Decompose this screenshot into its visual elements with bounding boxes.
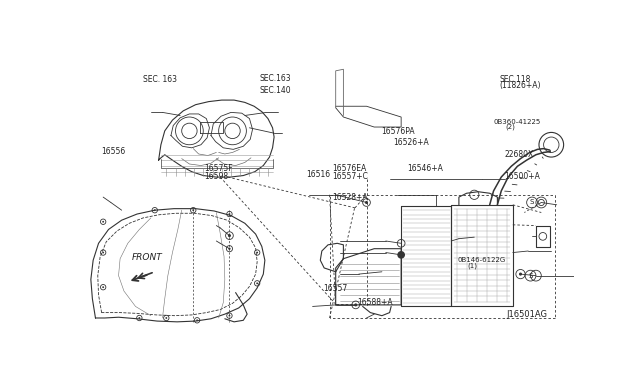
Text: 16500+A: 16500+A (504, 172, 540, 181)
Circle shape (228, 234, 231, 237)
Circle shape (193, 209, 194, 211)
Text: (11826+A): (11826+A) (499, 81, 541, 90)
Text: SEC.163: SEC.163 (259, 74, 291, 83)
Text: 16546+A: 16546+A (407, 164, 443, 173)
Circle shape (365, 201, 368, 204)
Text: (1): (1) (467, 263, 477, 269)
Text: FRONT: FRONT (132, 253, 163, 262)
Text: 0B360-41225: 0B360-41225 (493, 119, 541, 125)
Circle shape (138, 317, 140, 319)
Circle shape (228, 315, 230, 317)
Text: J16501AG: J16501AG (506, 310, 547, 319)
Text: 16576EA: 16576EA (332, 164, 366, 173)
Text: (2): (2) (506, 124, 515, 130)
Text: 16556: 16556 (101, 147, 125, 156)
Text: S: S (529, 273, 532, 279)
Text: 16526+A: 16526+A (394, 138, 429, 147)
Circle shape (154, 209, 156, 211)
Text: 16516: 16516 (306, 170, 330, 179)
Text: SEC. 163: SEC. 163 (143, 74, 177, 83)
Circle shape (397, 251, 405, 259)
Circle shape (354, 303, 357, 307)
Circle shape (228, 213, 230, 215)
Text: 0B146-6122G: 0B146-6122G (457, 257, 506, 263)
Circle shape (102, 251, 104, 253)
Circle shape (228, 247, 230, 250)
Text: 16557: 16557 (323, 284, 348, 293)
Text: 16528+A: 16528+A (332, 193, 367, 202)
Text: 16598: 16598 (204, 172, 228, 181)
Text: 16588+A: 16588+A (358, 298, 393, 307)
Circle shape (256, 251, 258, 253)
Text: 16576PA: 16576PA (381, 126, 415, 136)
Text: 16575F: 16575F (204, 164, 232, 173)
Text: 22680X: 22680X (504, 150, 534, 158)
Text: 16557+C: 16557+C (332, 172, 368, 181)
Text: SEC.140: SEC.140 (259, 86, 291, 95)
Text: S: S (530, 199, 534, 205)
Text: SEC.118: SEC.118 (499, 74, 531, 83)
Circle shape (256, 282, 258, 284)
Circle shape (102, 286, 104, 288)
Circle shape (519, 273, 522, 276)
Circle shape (102, 221, 104, 223)
Circle shape (196, 320, 198, 321)
Circle shape (165, 317, 167, 319)
